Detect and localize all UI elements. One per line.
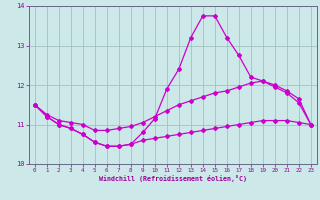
X-axis label: Windchill (Refroidissement éolien,°C): Windchill (Refroidissement éolien,°C): [99, 175, 247, 182]
